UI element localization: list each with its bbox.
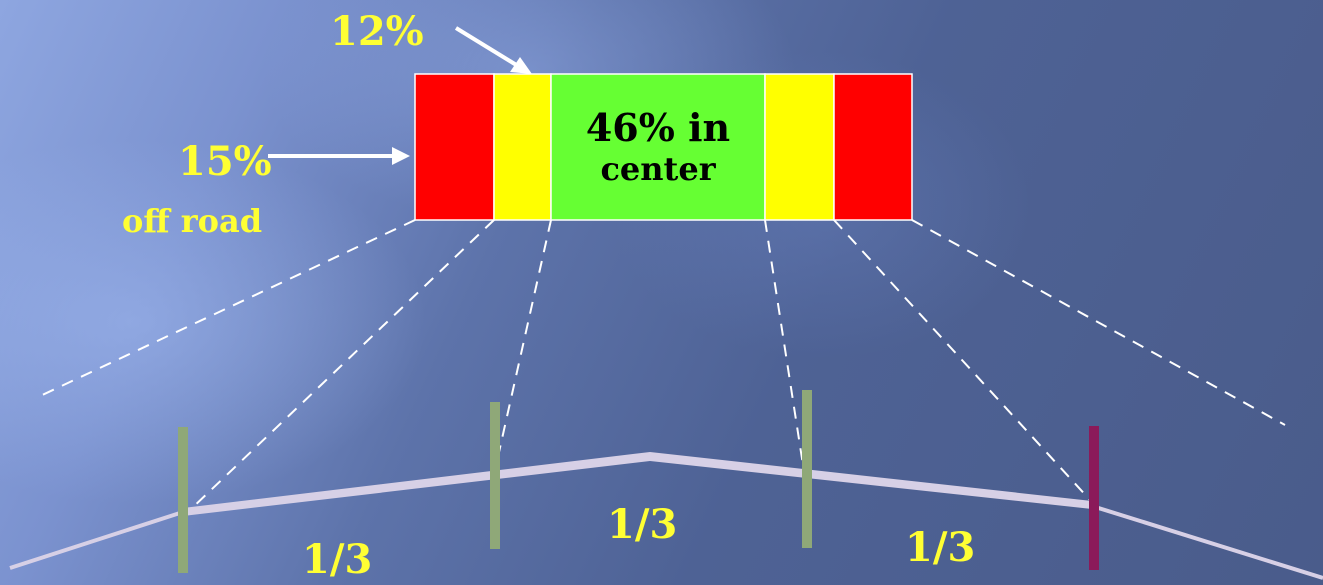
distribution-bar (414, 73, 913, 221)
marker-left (178, 427, 188, 573)
bar-segment-red-left (414, 73, 495, 221)
projection-line-outer-right (911, 219, 1286, 426)
center-label-line1: 46% in (585, 105, 731, 151)
label-12-percent: 12% (330, 8, 424, 55)
road-lane (183, 452, 1092, 516)
road (9, 452, 1323, 580)
bar-segment-green-center (550, 73, 766, 221)
road-left-shoulder (9, 510, 184, 570)
center-label-line2: center (600, 150, 716, 189)
road-right-shoulder (1091, 504, 1323, 580)
marker-right (1089, 426, 1099, 570)
label-off-road: off road (122, 202, 263, 240)
bar-segment-red-right (833, 73, 913, 221)
arrow-12-percent (454, 26, 532, 74)
projection-line-center-left (494, 219, 552, 471)
third-label-left: 1/3 (302, 536, 373, 583)
projection-line-outer-left (37, 219, 416, 398)
projection-line-center-right (764, 219, 806, 479)
marker-center-left (490, 402, 500, 549)
center-label: 46% in center (551, 75, 765, 220)
bar-segment-yellow-left (493, 73, 552, 221)
projection-lines (37, 219, 1286, 511)
arrow-15-percent (268, 147, 410, 165)
third-label-center: 1/3 (607, 501, 678, 548)
projection-line-inner-right (833, 219, 1091, 501)
bar-segment-yellow-right (764, 73, 835, 221)
label-15-percent: 15% (178, 138, 272, 185)
third-label-right: 1/3 (905, 524, 976, 571)
marker-center-right (802, 390, 812, 548)
projection-line-inner-left (189, 219, 495, 511)
